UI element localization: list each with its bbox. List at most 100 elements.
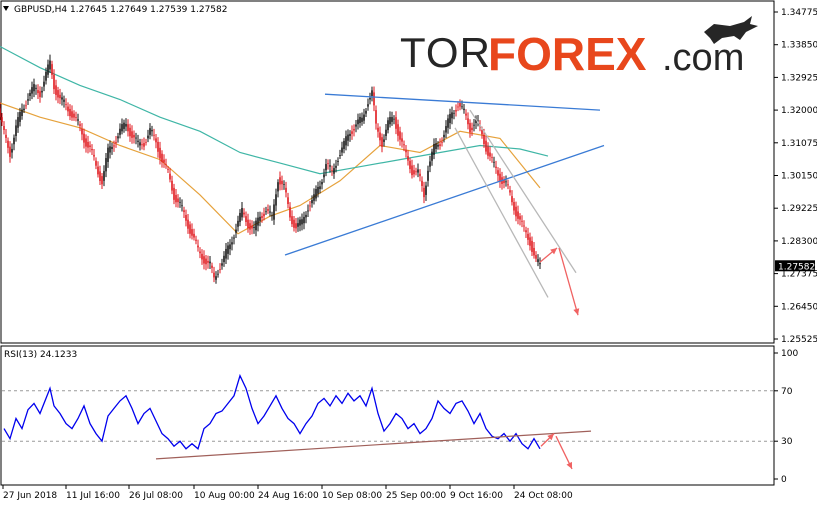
candle-body — [461, 106, 463, 108]
candle-body — [165, 164, 167, 166]
candle-body — [287, 197, 289, 205]
candle-body — [317, 186, 319, 194]
candle-body — [253, 226, 255, 228]
candle-body — [147, 135, 149, 139]
candle-body — [101, 176, 103, 185]
trendline-blue — [284, 144, 605, 256]
candle-body — [143, 143, 145, 147]
candle-body — [419, 173, 421, 177]
candle-body — [443, 134, 445, 138]
candle-body — [281, 180, 283, 185]
candle-body — [305, 214, 307, 218]
candle-body — [27, 99, 29, 101]
candle-body — [169, 173, 171, 180]
channel-line-gray — [454, 127, 549, 298]
candle-body — [181, 205, 183, 207]
candle-body — [213, 272, 215, 278]
candle-body — [185, 214, 187, 221]
candle-body — [15, 125, 17, 137]
rsi-title: RSI(13) 24.1233 — [4, 350, 77, 360]
candle-body — [173, 187, 175, 200]
candle-body — [445, 126, 447, 133]
candle-body — [51, 64, 53, 75]
candle-body — [251, 225, 253, 229]
candle-body — [139, 142, 141, 146]
candle-body — [157, 141, 159, 152]
candle-body — [59, 94, 61, 99]
candle-body — [393, 118, 395, 120]
candle-body — [239, 212, 241, 223]
candle-body — [413, 170, 415, 175]
rsi-tick-label: 70 — [781, 387, 793, 397]
price-tick-label: 1.34775 — [781, 8, 817, 18]
candle-body — [203, 256, 205, 264]
candle-body — [195, 239, 197, 241]
candle-body — [247, 219, 249, 229]
candle-body — [351, 131, 353, 134]
candle-body — [103, 171, 105, 181]
candle-body — [457, 106, 459, 108]
candle-body — [439, 144, 441, 146]
time-tick-label: 24 Aug 16:00 — [258, 491, 319, 501]
candle-body — [207, 260, 209, 263]
candle-body — [17, 117, 19, 128]
candle-body — [67, 106, 69, 112]
candle-body — [265, 211, 267, 213]
candle-body — [337, 160, 339, 162]
candle-body — [19, 111, 21, 122]
candle-body — [269, 211, 271, 213]
candle-body — [141, 144, 143, 146]
candle-body — [243, 212, 245, 215]
rsi-axis: 100 70 30 0 — [774, 349, 798, 485]
candle-body — [371, 90, 373, 96]
rsi-level-lines — [2, 390, 773, 442]
price-tick-label: 1.32925 — [781, 73, 817, 83]
candle-body — [411, 165, 413, 176]
rsi-forecast-arrow-head — [547, 433, 554, 441]
candle-body — [357, 119, 359, 125]
candle-body — [47, 64, 49, 75]
candle-body — [313, 194, 315, 201]
candle-body — [111, 146, 113, 149]
logo-com-text: .com — [662, 37, 744, 79]
candle-body — [481, 130, 483, 135]
rsi-tick-label: 30 — [781, 437, 793, 447]
candle-body — [95, 160, 97, 166]
candle-body — [519, 216, 521, 220]
candle-body — [63, 99, 65, 102]
candle-body — [177, 198, 179, 203]
candle-body — [7, 140, 9, 148]
candle-body — [31, 87, 33, 94]
candle-body — [453, 112, 455, 114]
candle-body — [303, 216, 305, 224]
candle-body — [531, 240, 533, 252]
price-tick-label: 1.30150 — [781, 172, 817, 182]
candle-body — [369, 97, 371, 100]
candle-body — [375, 110, 377, 124]
current-price-tag: 1.27582 — [775, 260, 815, 272]
candle-body — [237, 220, 239, 227]
time-axis: 27 Jun 2018 11 Jul 16:00 26 Jul 08:00 10 Au… — [2, 485, 573, 501]
candle-body — [267, 209, 269, 211]
trendline-blue — [324, 93, 601, 111]
candle-body — [511, 196, 513, 203]
rsi-panel — [0, 345, 775, 486]
price-tick-label: 1.26450 — [781, 302, 817, 312]
candle-body — [107, 147, 109, 162]
candle-body — [167, 169, 169, 170]
candle-body — [257, 217, 259, 226]
candle-body — [135, 137, 137, 139]
candle-body — [301, 219, 303, 225]
candle-body — [485, 140, 487, 152]
current-price-label: 1.27582 — [778, 262, 815, 272]
candle-body — [377, 127, 379, 132]
rsi-forecast-arrow-head — [566, 461, 572, 469]
candle-body — [289, 206, 291, 218]
candle-body — [201, 253, 203, 260]
candle-body — [433, 144, 435, 155]
candle-body — [219, 269, 221, 271]
candle-body — [149, 128, 151, 135]
candle-body — [497, 170, 499, 176]
candle-body — [55, 85, 57, 95]
bull-icon — [704, 16, 758, 44]
